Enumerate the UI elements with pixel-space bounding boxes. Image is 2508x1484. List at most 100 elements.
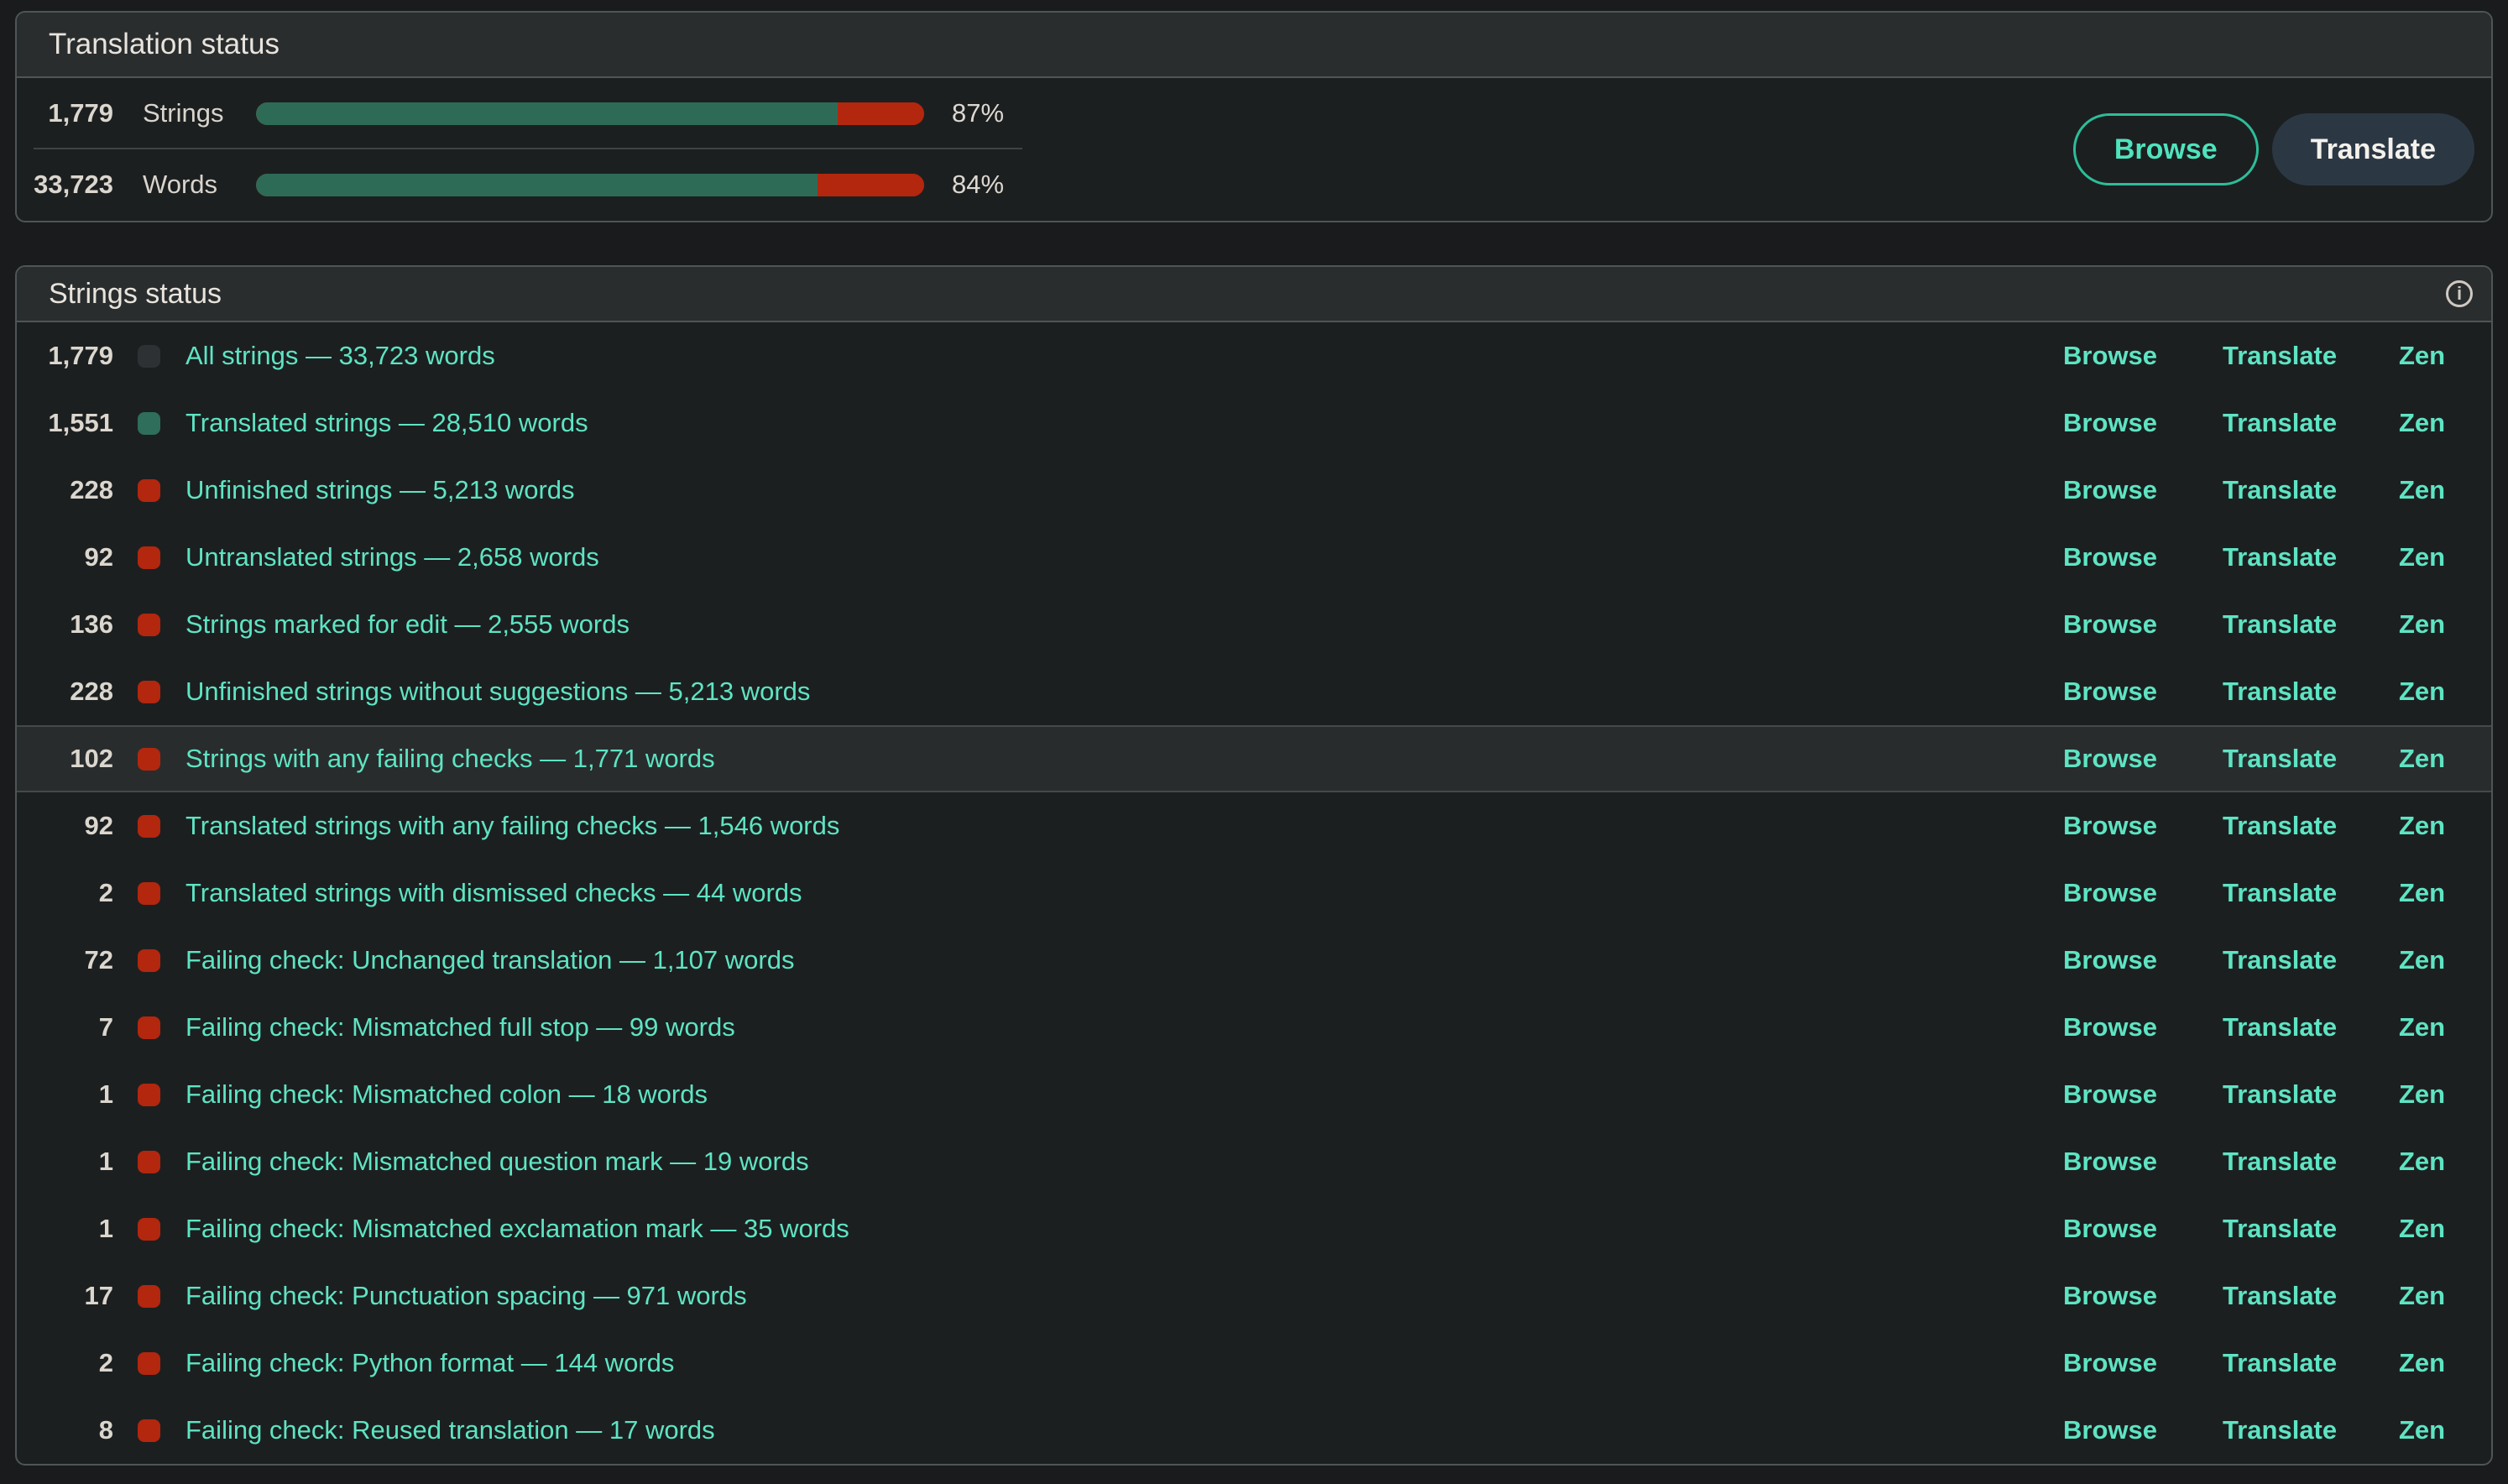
- row-translate-link[interactable]: Translate: [2223, 945, 2338, 975]
- row-translate-link[interactable]: Translate: [2223, 1012, 2338, 1042]
- row-zen-link[interactable]: Zen: [2399, 341, 2446, 370]
- row-zen-link[interactable]: Zen: [2399, 1147, 2446, 1176]
- string-category-link[interactable]: Untranslated strings — 2,658 words: [185, 542, 599, 572]
- string-category-link[interactable]: Strings marked for edit — 2,555 words: [185, 609, 630, 639]
- row-translate-link[interactable]: Translate: [2223, 1147, 2338, 1176]
- progress-bar-complete: [256, 102, 838, 125]
- strings-status-list: 1,779 All strings — 33,723 words Browse …: [17, 322, 2491, 1464]
- row-browse-link[interactable]: Browse: [2063, 878, 2157, 907]
- row-browse-link[interactable]: Browse: [2063, 542, 2157, 572]
- row-zen-link[interactable]: Zen: [2399, 677, 2446, 706]
- row-zen-link[interactable]: Zen: [2399, 1214, 2446, 1243]
- metric-percent: 87%: [952, 98, 1005, 128]
- row-browse-link[interactable]: Browse: [2063, 341, 2157, 370]
- string-category-link[interactable]: All strings — 33,723 words: [185, 341, 495, 370]
- row-zen-link[interactable]: Zen: [2399, 1012, 2446, 1042]
- metric-percent: 84%: [952, 170, 1005, 199]
- translation-status-panel: Translation status 1,779 Strings 87% 33,…: [15, 11, 2493, 222]
- row-translate-link[interactable]: Translate: [2223, 1079, 2338, 1109]
- string-category-link[interactable]: Failing check: Punctuation spacing — 971…: [185, 1281, 747, 1310]
- status-color-square: [138, 747, 160, 771]
- row-zen-link[interactable]: Zen: [2399, 408, 2446, 437]
- translation-actions: Browse Translate: [2072, 113, 2474, 186]
- row-translate-link[interactable]: Translate: [2223, 609, 2338, 639]
- string-count: 1: [98, 1214, 113, 1243]
- row-zen-link[interactable]: Zen: [2399, 1348, 2446, 1377]
- row-browse-link[interactable]: Browse: [2063, 1214, 2157, 1243]
- translation-metric-row: 33,723 Words 84%: [34, 149, 1022, 220]
- string-category-link[interactable]: Strings with any failing checks — 1,771 …: [185, 744, 715, 773]
- string-category-link[interactable]: Failing check: Unchanged translation — 1…: [185, 945, 795, 975]
- strings-status-row: 228 Unfinished strings — 5,213 words Bro…: [17, 457, 2491, 524]
- row-translate-link[interactable]: Translate: [2223, 1281, 2338, 1310]
- strings-status-row: 228 Unfinished strings without suggestio…: [17, 658, 2491, 725]
- row-translate-link[interactable]: Translate: [2223, 677, 2338, 706]
- row-zen-link[interactable]: Zen: [2399, 945, 2446, 975]
- row-zen-link[interactable]: Zen: [2399, 811, 2446, 840]
- row-zen-link[interactable]: Zen: [2399, 1281, 2446, 1310]
- row-browse-link[interactable]: Browse: [2063, 744, 2157, 773]
- row-browse-link[interactable]: Browse: [2063, 1348, 2157, 1377]
- row-translate-link[interactable]: Translate: [2223, 1348, 2338, 1377]
- row-zen-link[interactable]: Zen: [2399, 542, 2446, 572]
- status-color-square: [138, 1351, 160, 1375]
- translation-status-header: Translation status: [17, 13, 2491, 78]
- row-browse-link[interactable]: Browse: [2063, 609, 2157, 639]
- string-category-link[interactable]: Translated strings with dismissed checks…: [185, 878, 802, 907]
- row-browse-link[interactable]: Browse: [2063, 1281, 2157, 1310]
- row-zen-link[interactable]: Zen: [2399, 878, 2446, 907]
- row-translate-link[interactable]: Translate: [2223, 1214, 2338, 1243]
- row-zen-link[interactable]: Zen: [2399, 609, 2446, 639]
- info-icon[interactable]: i: [2446, 280, 2473, 307]
- string-category-link[interactable]: Failing check: Mismatched full stop — 99…: [185, 1012, 735, 1042]
- translation-status-title: Translation status: [49, 28, 280, 60]
- row-translate-link[interactable]: Translate: [2223, 811, 2338, 840]
- string-category-link[interactable]: Unfinished strings without suggestions —…: [185, 677, 811, 706]
- row-translate-link[interactable]: Translate: [2223, 1415, 2338, 1445]
- row-browse-link[interactable]: Browse: [2063, 677, 2157, 706]
- string-category-link[interactable]: Failing check: Mismatched question mark …: [185, 1147, 809, 1176]
- strings-status-row: 92 Translated strings with any failing c…: [17, 792, 2491, 860]
- row-browse-link[interactable]: Browse: [2063, 1147, 2157, 1176]
- progress-bar-complete: [256, 173, 818, 196]
- progress-bar: [256, 102, 924, 125]
- string-category-link[interactable]: Failing check: Mismatched colon — 18 wor…: [185, 1079, 708, 1109]
- row-translate-link[interactable]: Translate: [2223, 542, 2338, 572]
- string-category-link[interactable]: Translated strings with any failing chec…: [185, 811, 840, 840]
- strings-status-row: 92 Untranslated strings — 2,658 words Br…: [17, 524, 2491, 591]
- row-translate-link[interactable]: Translate: [2223, 475, 2338, 504]
- translate-button[interactable]: Translate: [2271, 113, 2474, 186]
- string-category-link[interactable]: Failing check: Mismatched exclamation ma…: [185, 1214, 849, 1243]
- string-count: 2: [98, 1348, 113, 1377]
- row-zen-link[interactable]: Zen: [2399, 1079, 2446, 1109]
- row-zen-link[interactable]: Zen: [2399, 475, 2446, 504]
- strings-status-row: 2 Failing check: Python format — 144 wor…: [17, 1330, 2491, 1397]
- row-browse-link[interactable]: Browse: [2063, 1012, 2157, 1042]
- status-color-square: [138, 680, 160, 703]
- row-translate-link[interactable]: Translate: [2223, 341, 2338, 370]
- string-count: 72: [84, 945, 113, 975]
- row-browse-link[interactable]: Browse: [2063, 475, 2157, 504]
- row-translate-link[interactable]: Translate: [2223, 744, 2338, 773]
- row-browse-link[interactable]: Browse: [2063, 945, 2157, 975]
- string-category-link[interactable]: Failing check: Reused translation — 17 w…: [185, 1415, 715, 1445]
- row-browse-link[interactable]: Browse: [2063, 811, 2157, 840]
- browse-button[interactable]: Browse: [2072, 113, 2259, 186]
- row-zen-link[interactable]: Zen: [2399, 744, 2446, 773]
- status-color-square: [138, 478, 160, 502]
- string-category-link[interactable]: Unfinished strings — 5,213 words: [185, 475, 575, 504]
- string-category-link[interactable]: Failing check: Python format — 144 words: [185, 1348, 675, 1377]
- string-category-link[interactable]: Translated strings — 28,510 words: [185, 408, 588, 437]
- row-browse-link[interactable]: Browse: [2063, 1415, 2157, 1445]
- row-browse-link[interactable]: Browse: [2063, 1079, 2157, 1109]
- string-count: 228: [70, 677, 113, 706]
- row-translate-link[interactable]: Translate: [2223, 408, 2338, 437]
- status-color-square: [138, 1419, 160, 1442]
- strings-status-row: 1,779 All strings — 33,723 words Browse …: [17, 322, 2491, 389]
- row-translate-link[interactable]: Translate: [2223, 878, 2338, 907]
- translation-metrics-table: 1,779 Strings 87% 33,723 Words 84%: [34, 79, 1022, 220]
- row-zen-link[interactable]: Zen: [2399, 1415, 2446, 1445]
- row-browse-link[interactable]: Browse: [2063, 408, 2157, 437]
- status-color-square: [138, 546, 160, 569]
- strings-status-row: 17 Failing check: Punctuation spacing — …: [17, 1262, 2491, 1330]
